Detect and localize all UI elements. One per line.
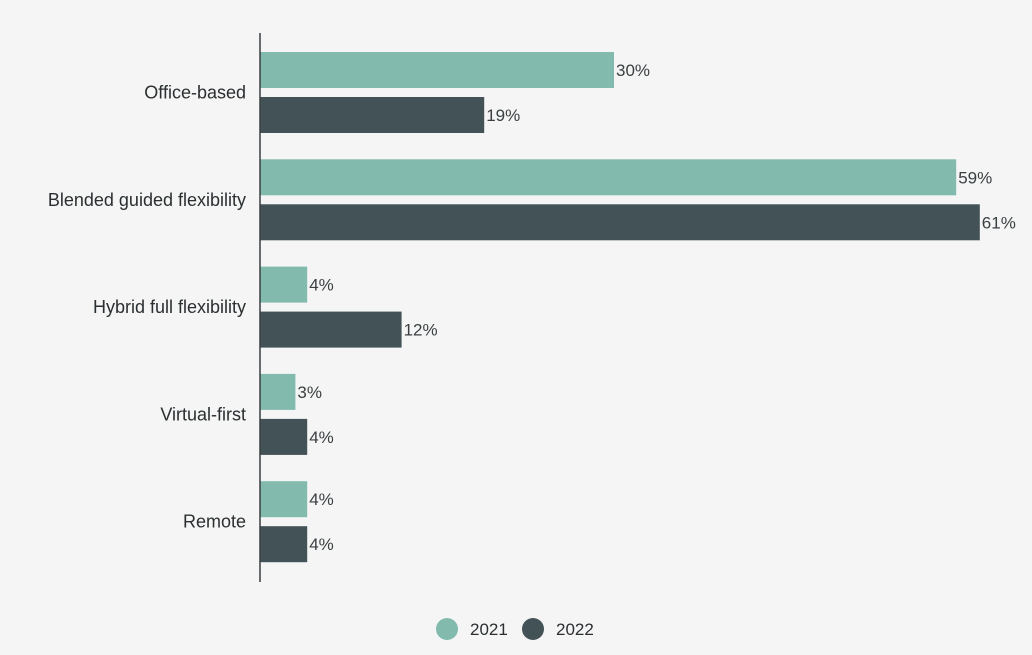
value-label-remote-2022: 4% [309,535,334,554]
category-label-hybrid-full-flexibility: Hybrid full flexibility [93,297,246,317]
value-label-hybrid-full-flexibility-2022: 12% [404,321,438,340]
legend: 2021 2022 [436,618,594,640]
value-label-remote-2021: 4% [309,490,334,509]
bar-office-based-2021 [260,52,614,88]
value-label-office-based-2021: 30% [616,61,650,80]
value-label-hybrid-full-flexibility-2021: 4% [309,276,334,295]
bar-virtual-first-2021 [260,373,296,410]
legend-label-2022: 2022 [556,620,594,639]
value-label-virtual-first-2021: 3% [297,383,322,402]
legend-swatch-2022 [522,618,544,640]
category-labels: Office-based Blended guided flexibility Hy… [48,83,246,532]
category-label-remote: Remote [183,512,246,532]
bar-hybrid-full-flexibility-2021 [260,266,308,303]
legend-swatch-2021 [436,618,458,640]
bar-blended-guided-flexibility-2021 [260,159,957,196]
legend-label-2021: 2021 [470,620,508,639]
bar-office-based-2022 [260,97,485,133]
value-label-virtual-first-2022: 4% [309,428,334,447]
value-label-blended-guided-flexibility-2021: 59% [958,168,992,187]
bar-virtual-first-2022 [260,418,308,455]
category-label-office-based: Office-based [144,83,246,103]
bar-remote-2022 [260,526,308,563]
bar-hybrid-full-flexibility-2022 [260,311,402,348]
value-label-blended-guided-flexibility-2022: 61% [982,213,1016,232]
category-label-virtual-first: Virtual-first [160,404,246,424]
category-label-blended-guided-flexibility: Blended guided flexibility [48,190,246,210]
bars-group [260,52,980,563]
bar-blended-guided-flexibility-2022 [260,204,980,241]
value-labels: 30% 19% 59% 61% 4% 12% 3% 4% 4% 4% [297,61,1015,554]
value-label-office-based-2022: 19% [486,106,520,125]
bar-remote-2021 [260,481,308,518]
